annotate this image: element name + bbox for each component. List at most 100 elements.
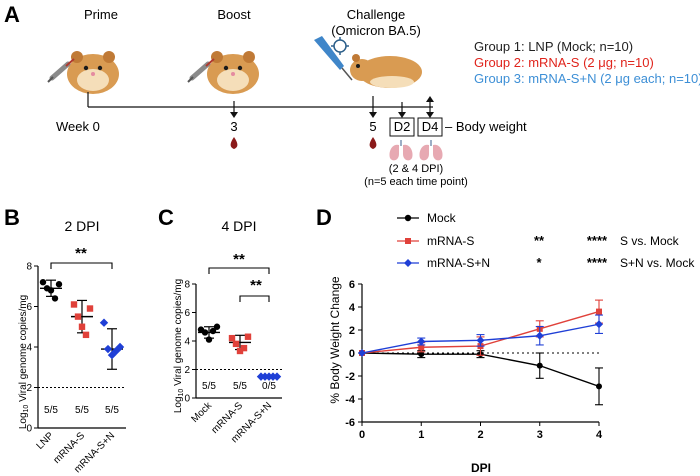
count-label: 5/5 (233, 381, 247, 392)
y-tick-label: 8 (184, 280, 190, 291)
lung-note-dpi: (2 & 4 DPI) (389, 163, 443, 175)
data-point-c-1-1 (232, 340, 240, 348)
y-tick-label: 4 (184, 337, 190, 348)
timeline-tick-5: 5 (369, 119, 376, 134)
x-tick-label: 3 (537, 429, 543, 441)
timeline-tick-d4: D4 (422, 119, 439, 134)
syringe-icon (47, 58, 75, 83)
data-point-d-0-3 (536, 362, 543, 369)
legend-mrna-s-n-label: mRNA-S+N (427, 256, 490, 270)
lung-note-n: (n=5 each time point) (364, 176, 468, 188)
group-3-label: Group 3: mRNA-S+N (2 μg each; n=10) (474, 71, 700, 86)
data-point-c-1-4 (244, 333, 252, 340)
x-tick-label: 4 (596, 429, 603, 441)
x-tick-label: Mock (189, 400, 214, 425)
lung-icon (389, 140, 413, 161)
panel-b-significance: ** (75, 245, 87, 262)
legend-mrna-s-label: mRNA-S (427, 234, 474, 248)
y-tick-label: -2 (345, 371, 355, 383)
stat-s-day3: ** (534, 233, 545, 248)
timeline-tick-3: 3 (230, 119, 237, 134)
data-point-c-1-3 (240, 344, 248, 352)
hamster-icon (350, 54, 422, 88)
data-point-d-2-1 (417, 337, 426, 346)
data-point-b-2-4 (115, 342, 125, 352)
count-label: 0/5 (262, 381, 276, 392)
significance-bracket (208, 267, 270, 274)
y-tick-label: -4 (345, 394, 356, 406)
timeline (87, 92, 434, 118)
data-point-b-1-0 (70, 301, 78, 308)
body-weight-label: – Body weight (445, 119, 527, 134)
data-point-b-0-3 (51, 295, 59, 302)
y-tick-label: 0 (26, 424, 32, 435)
data-point-b-2-0 (99, 318, 109, 327)
virus-icon (331, 37, 349, 55)
data-point-b-0-0 (39, 279, 47, 286)
group-1-label: Group 1: LNP (Mock; n=10) (474, 39, 633, 54)
legend-marker-mrna-s-n (404, 259, 412, 267)
x-tick-label: LNP (35, 430, 57, 452)
data-point-c-0-2 (205, 336, 213, 343)
stat-sn-day3: * (536, 255, 542, 270)
stat-sn-label: S+N vs. Mock (620, 256, 695, 270)
panel-d-xlabel: DPI (471, 461, 491, 475)
panel-d-stats: ** **** S vs. Mock * **** S+N vs. Mock (534, 233, 695, 270)
timeline-box-d2 (389, 117, 415, 137)
y-tick-label: 0 (349, 348, 355, 360)
data-point-b-1-1 (74, 313, 82, 320)
panel-b-title: 2 DPI (64, 218, 99, 234)
x-tick-label: 1 (418, 429, 424, 441)
timeline-box-d4 (417, 117, 443, 137)
pipette-icon (314, 36, 353, 81)
hamster-icon (67, 51, 119, 94)
data-point-c-0-1 (201, 329, 209, 336)
blood-drop-icon (369, 137, 377, 149)
y-tick-label: 8 (26, 262, 32, 273)
data-point-c-2-4 (272, 372, 282, 381)
stage-strain-label: (Omicron BA.5) (331, 23, 421, 38)
timeline-tick-d2: D2 (394, 119, 411, 134)
panel-b-letter: B (4, 205, 20, 230)
x-tick-label: 2 (477, 429, 483, 441)
data-point-d-0-1 (418, 351, 425, 358)
data-point-b-0-2 (47, 287, 55, 294)
panel-d-plot: -6 -4 -2 0 2 4 6 0 1 2 3 4 (345, 279, 603, 441)
data-point-c-1-0 (228, 334, 236, 342)
data-point-c-0-4 (213, 323, 221, 330)
data-point-d-0-4 (596, 383, 602, 390)
y-tick-label: 0 (184, 394, 190, 405)
panel-d-legend: Mock mRNA-S mRNA-S+N (397, 211, 490, 270)
stat-sn-day4: **** (587, 255, 608, 270)
data-point-b-1-3 (82, 331, 90, 339)
panel-d-letter: D (316, 205, 332, 230)
stat-s-label: S vs. Mock (620, 234, 680, 248)
data-point-c-1-2 (236, 347, 244, 355)
legend-mock-label: Mock (427, 211, 457, 225)
data-point-d-2-2 (476, 336, 485, 345)
panel-b-ylabel: Log10 Viral genome copies/mg (18, 295, 30, 429)
y-tick-label: 2 (184, 365, 190, 376)
panel-c-letter: C (158, 205, 174, 230)
lung-icon (419, 140, 443, 161)
count-label: 5/5 (105, 405, 119, 416)
data-point-d-2-3 (535, 331, 544, 340)
panel-c-significance-1: ** (233, 251, 245, 268)
x-tick-label: 0 (359, 429, 365, 441)
y-tick-label: 4 (26, 343, 32, 354)
count-label: 5/5 (75, 405, 89, 416)
panel-a-letter: A (4, 2, 20, 27)
blood-drop-icon (230, 137, 238, 149)
panel-d-ylabel: % Body Weight Change (328, 276, 342, 404)
data-point-b-2-1 (103, 344, 113, 354)
data-point-d-1-1 (418, 344, 425, 351)
count-label: 5/5 (202, 381, 216, 392)
timeline-week-label: Week 0 (56, 119, 100, 134)
y-tick-label: 6 (349, 279, 355, 291)
group-2-label: Group 2: mRNA-S (2 μg; n=10) (474, 55, 654, 70)
data-point-b-0-4 (55, 281, 63, 288)
panel-c-title: 4 DPI (221, 218, 256, 234)
